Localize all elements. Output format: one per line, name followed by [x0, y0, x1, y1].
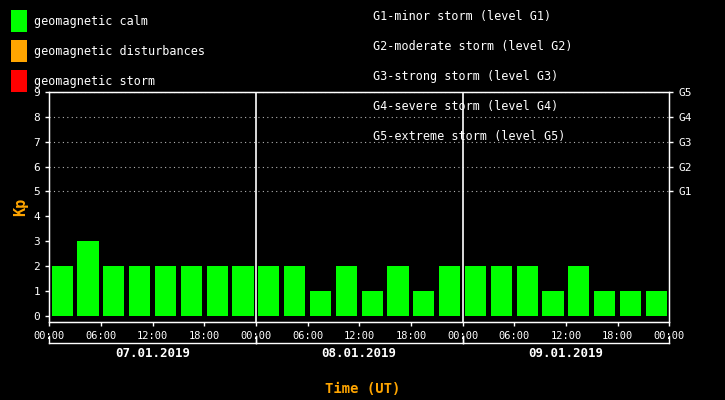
Bar	[181, 266, 202, 316]
Bar	[284, 266, 305, 316]
Text: G3-strong storm (level G3): G3-strong storm (level G3)	[373, 70, 559, 83]
Text: 07.01.2019: 07.01.2019	[115, 347, 190, 360]
Text: Time (UT): Time (UT)	[325, 382, 400, 396]
Text: 09.01.2019: 09.01.2019	[529, 347, 603, 360]
Bar	[336, 266, 357, 316]
Bar	[516, 266, 538, 316]
Bar	[155, 266, 176, 316]
Bar	[310, 291, 331, 316]
Y-axis label: Kp: Kp	[13, 198, 28, 216]
Text: geomagnetic disturbances: geomagnetic disturbances	[34, 44, 205, 58]
Bar	[387, 266, 409, 316]
Text: geomagnetic calm: geomagnetic calm	[34, 14, 148, 28]
Bar	[129, 266, 150, 316]
Bar	[620, 291, 641, 316]
Bar	[568, 266, 589, 316]
Text: geomagnetic storm: geomagnetic storm	[34, 74, 155, 88]
Bar	[439, 266, 460, 316]
Bar	[542, 291, 563, 316]
Text: G1-minor storm (level G1): G1-minor storm (level G1)	[373, 10, 552, 23]
Text: 08.01.2019: 08.01.2019	[322, 347, 397, 360]
Bar	[491, 266, 512, 316]
Bar	[413, 291, 434, 316]
Bar	[362, 291, 383, 316]
Bar	[594, 291, 616, 316]
Bar	[646, 291, 667, 316]
Text: G5-extreme storm (level G5): G5-extreme storm (level G5)	[373, 130, 566, 143]
Bar	[207, 266, 228, 316]
Bar	[258, 266, 279, 316]
Bar	[78, 241, 99, 316]
Bar	[465, 266, 486, 316]
Bar	[233, 266, 254, 316]
Text: G2-moderate storm (level G2): G2-moderate storm (level G2)	[373, 40, 573, 53]
Text: G4-severe storm (level G4): G4-severe storm (level G4)	[373, 100, 559, 113]
Bar	[103, 266, 125, 316]
Bar	[51, 266, 72, 316]
